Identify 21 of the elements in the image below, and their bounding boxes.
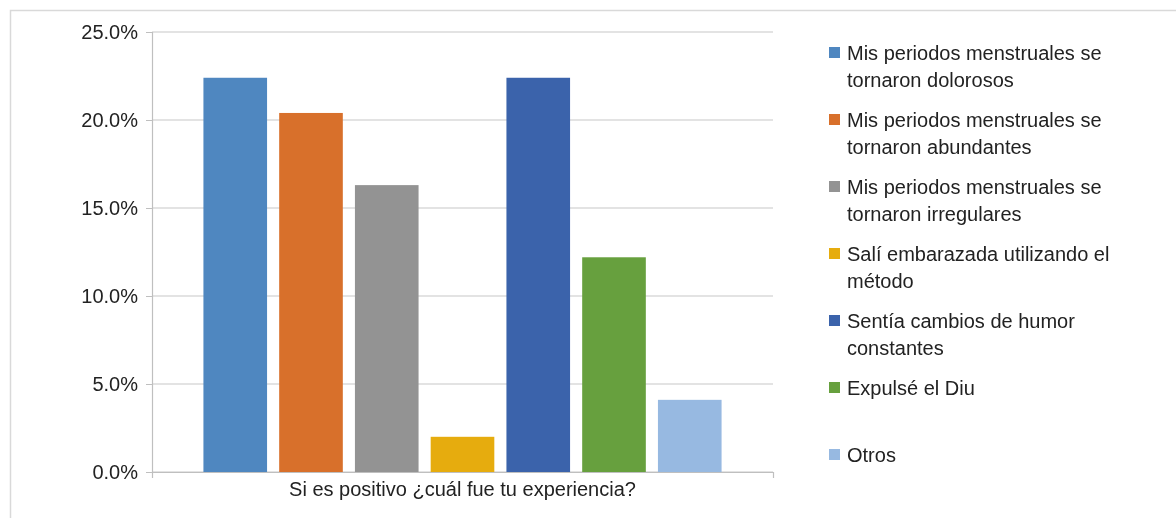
bar (582, 257, 646, 472)
bar (203, 77, 268, 472)
bar (430, 436, 495, 472)
legend-label: Sentía cambios de humor constantes (847, 310, 1076, 359)
legend-label: Mis periodos menstruales se tornaron abundantes (847, 109, 1102, 158)
y-tick-label: 15.0% (81, 196, 139, 219)
y-tick-label: 5.0% (92, 372, 139, 395)
legend-label: Mis periodos menstruales se tornaron irregulares (847, 176, 1102, 225)
y-tick-label: 10.0% (81, 284, 139, 307)
y-tick-label: 0.0% (92, 460, 139, 483)
bar (279, 112, 343, 472)
y-tick-label: 25.0% (81, 20, 139, 43)
bar (657, 399, 722, 472)
legend-label: Salí embarazada utilizando el método (847, 243, 1110, 292)
x-tick-label: Si es positivo ¿cuál fue tu experiencia? (289, 478, 636, 501)
bar (354, 185, 419, 472)
legend-label: Mis periodos menstruales se tornaron dolorosos (847, 42, 1102, 91)
bar (506, 77, 571, 472)
legend-label: Expulsé el Diu (847, 377, 975, 399)
legend-label: Otros (847, 444, 896, 466)
y-tick-label: 20.0% (81, 108, 139, 131)
